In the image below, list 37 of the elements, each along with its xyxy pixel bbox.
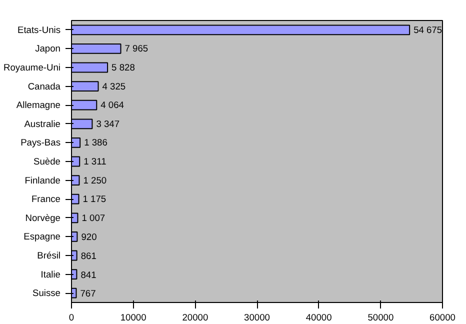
y-tick-label: Pays-Bas — [20, 138, 61, 148]
y-tick-label: Norvège — [25, 212, 61, 223]
y-tick-label: Royaume-Uni — [3, 62, 61, 72]
data-label: 3 347 — [96, 118, 120, 129]
data-label: 841 — [80, 270, 96, 280]
y-tick-label: Etats-Unis — [17, 24, 61, 35]
x-tick-label: 50000 — [368, 312, 394, 322]
data-label: 1 311 — [84, 156, 106, 166]
y-tick-label: Japon — [35, 44, 61, 54]
data-label: 1 007 — [82, 212, 106, 223]
data-label: 1 250 — [83, 175, 107, 186]
x-tick-label: 40000 — [306, 312, 332, 322]
data-label: 4 325 — [102, 81, 126, 92]
data-label: 861 — [80, 251, 96, 261]
data-label: 5 828 — [112, 62, 135, 72]
y-tick-label: Suède — [34, 156, 61, 166]
data-label: 7 965 — [124, 44, 148, 54]
y-tick-label: Italie — [40, 269, 61, 280]
y-tick-label: Suisse — [32, 288, 60, 298]
y-tick-label: Finlande — [24, 175, 61, 186]
x-tick-label: 10000 — [120, 312, 146, 322]
y-tick-label: Allemagne — [16, 100, 60, 110]
data-label: 767 — [80, 288, 96, 299]
data-label: 1 175 — [82, 194, 106, 204]
y-tick-label: Australie — [24, 118, 61, 129]
y-tick-label: France — [31, 194, 61, 204]
x-tick-label: 60000 — [430, 312, 456, 322]
y-tick-label: Canada — [28, 81, 62, 92]
y-tick-label: Espagne — [24, 232, 61, 242]
data-label: 54 675 — [414, 24, 442, 35]
data-label: 4 064 — [100, 100, 124, 110]
data-label: 920 — [81, 232, 97, 242]
x-tick-label: 0 — [68, 312, 74, 322]
y-tick-label: Brésil — [37, 250, 61, 260]
data-label: 1 386 — [84, 138, 108, 148]
x-tick-label: 20000 — [182, 312, 208, 322]
x-tick-label: 30000 — [244, 312, 270, 322]
